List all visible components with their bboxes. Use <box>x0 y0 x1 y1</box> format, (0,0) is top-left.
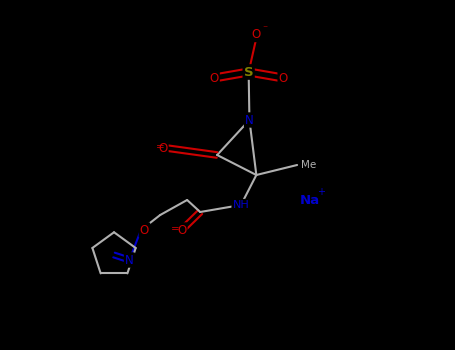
Text: O: O <box>140 224 149 237</box>
Text: O: O <box>158 141 167 154</box>
Text: O: O <box>252 28 261 41</box>
Text: O: O <box>177 224 187 237</box>
Text: =: = <box>156 142 165 152</box>
Text: N: N <box>125 253 134 266</box>
Text: ⁻: ⁻ <box>263 24 268 34</box>
Text: +: + <box>318 187 325 197</box>
Text: S: S <box>244 65 253 78</box>
Text: Na: Na <box>300 194 320 206</box>
Text: NH: NH <box>233 200 249 210</box>
Text: Me: Me <box>301 160 316 170</box>
Text: O: O <box>209 71 219 84</box>
Text: N: N <box>245 113 254 126</box>
Text: O: O <box>278 71 288 84</box>
Text: =: = <box>171 224 180 234</box>
